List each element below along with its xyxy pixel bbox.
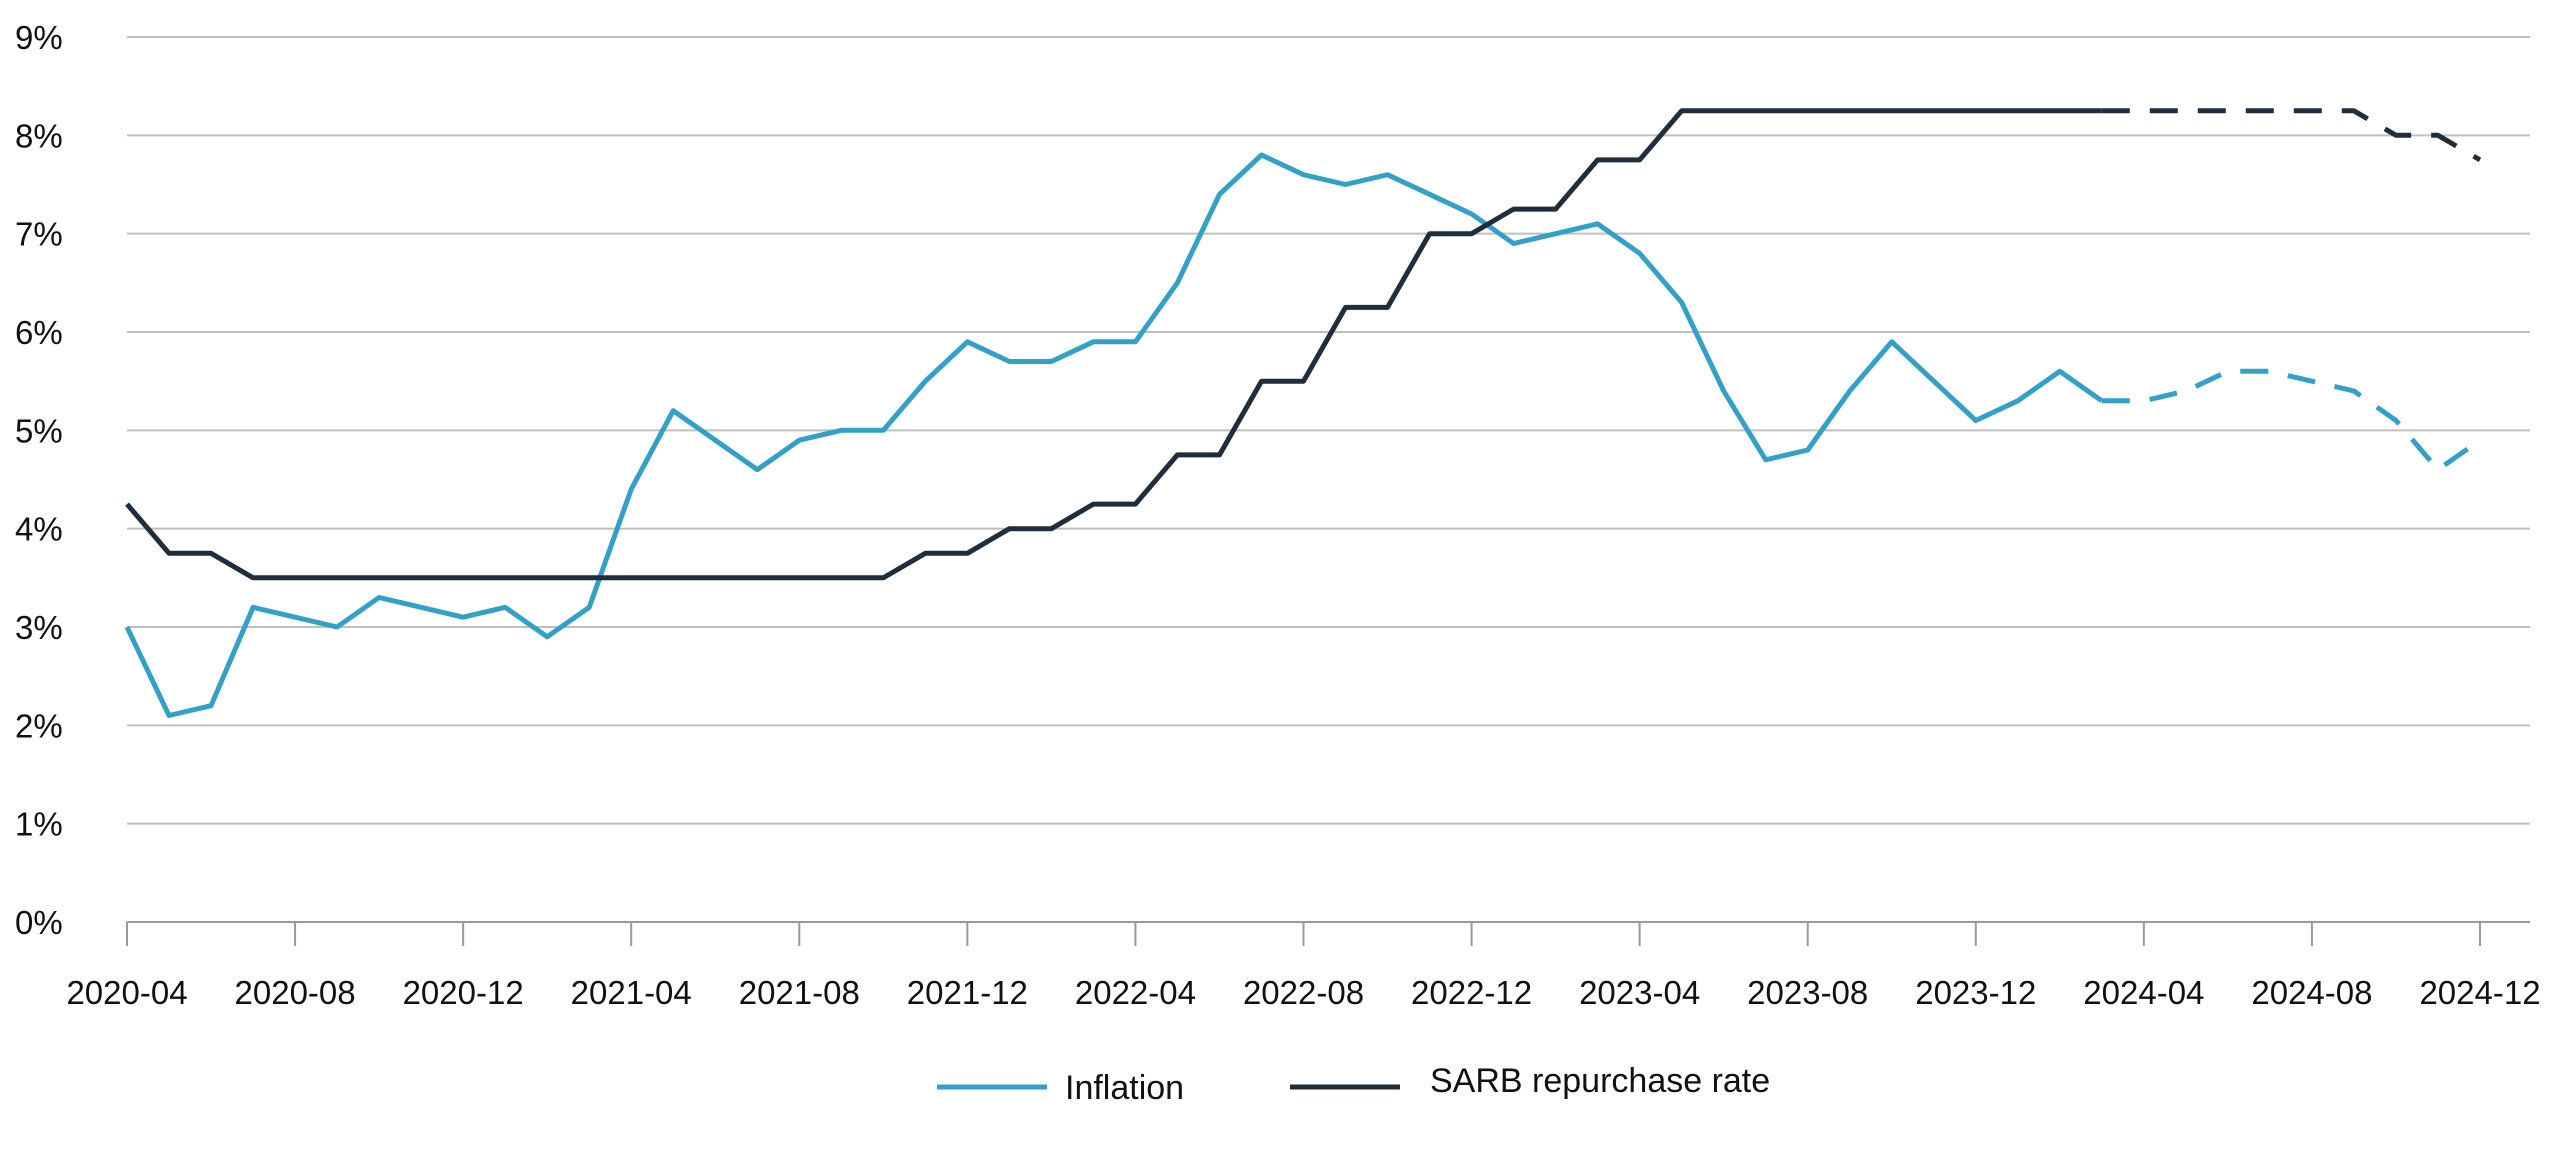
x-tick-label: 2024-12 [2419,974,2540,1011]
repo-rate-line-dashed [2101,108,2482,163]
x-tick-label: 2020-08 [235,974,356,1011]
y-axis-ticks: 0% 1% 2% 3% 4% 5% 6% 7% 8% 9% [15,19,63,941]
legend: Inflation SARB repurchase rate [937,1062,1770,1107]
x-tick-label: 2021-08 [739,974,860,1011]
x-tick-label: 2023-12 [1915,974,2036,1011]
x-axis: 2020-04 2020-08 2020-12 2021-04 2021-08 2021-… [66,921,2541,1011]
x-tick-label: 2021-04 [571,974,692,1011]
x-tick-label: 2022-04 [1075,974,1196,1011]
y-tick-label: 0% [15,904,63,941]
series-lines [124,108,2482,718]
y-tick-label: 9% [15,19,63,56]
x-tick-label: 2023-08 [1747,974,1868,1011]
x-tick-label: 2024-08 [2251,974,2372,1011]
inflation-line-solid [124,152,2104,718]
grid-lines [127,36,2530,825]
legend-label-repo-rate: SARB repurchase rate [1430,1062,1770,1100]
y-tick-label: 6% [15,314,63,351]
x-tick-label: 2024-04 [2083,974,2204,1011]
repo-rate-line-solid [125,108,2102,581]
y-tick-label: 1% [15,806,63,843]
y-tick-label: 3% [15,609,63,646]
inflation-line-dashed [2101,368,2482,473]
y-tick-label: 5% [15,412,63,449]
x-tick-label: 2021-12 [907,974,1028,1011]
x-tick-label: 2022-08 [1243,974,1364,1011]
x-tick-label: 2020-12 [403,974,524,1011]
legend-label-inflation: Inflation [1065,1069,1184,1107]
y-tick-label: 2% [15,707,63,744]
x-tick-label: 2023-04 [1579,974,1700,1011]
y-tick-label: 4% [15,511,63,548]
x-tick-label: 2020-04 [66,974,187,1011]
x-tick-label: 2022-12 [1411,974,1532,1011]
y-tick-label: 8% [15,117,63,154]
y-tick-label: 7% [15,216,63,253]
